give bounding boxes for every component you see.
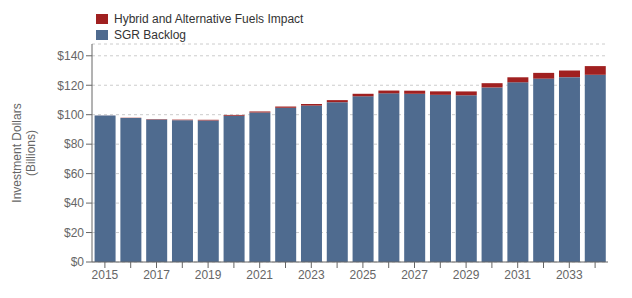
svg-text:$100: $100 (57, 108, 84, 122)
svg-text:$140: $140 (57, 49, 84, 63)
svg-text:$120: $120 (57, 79, 84, 93)
svg-text:2029: 2029 (453, 268, 480, 282)
svg-text:$0: $0 (71, 255, 85, 269)
svg-text:2015: 2015 (92, 268, 119, 282)
svg-text:2017: 2017 (143, 268, 170, 282)
svg-text:2031: 2031 (504, 268, 531, 282)
html-text:Hybrid and Alternative Fuels I: Hybrid and Alternative Fuels Impact (114, 12, 304, 26)
svg-text:$40: $40 (64, 196, 84, 210)
svg-text:2019: 2019 (195, 268, 222, 282)
svg-text:2023: 2023 (298, 268, 325, 282)
svg-text:$60: $60 (64, 167, 84, 181)
svg-text:2027: 2027 (401, 268, 428, 282)
svg-text:$80: $80 (64, 137, 84, 151)
svg-text:$20: $20 (64, 226, 84, 240)
svg-text:2025: 2025 (350, 268, 377, 282)
svg-text:2033: 2033 (556, 268, 583, 282)
svg-text:2021: 2021 (246, 268, 273, 282)
html-text:SGR Backlog: SGR Backlog (114, 28, 186, 42)
svg-text:Investment Dollars(Billions): Investment Dollars(Billions) (10, 103, 38, 202)
